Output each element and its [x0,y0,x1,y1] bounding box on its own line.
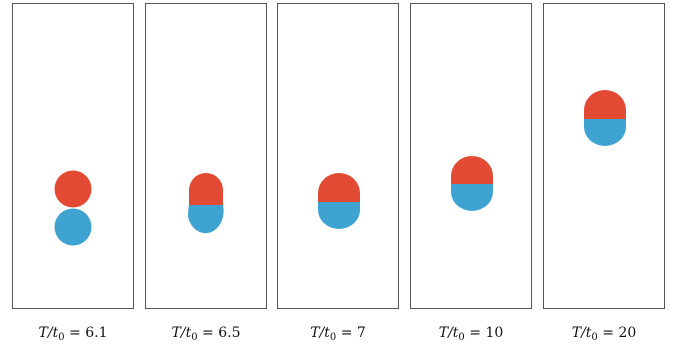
drops-panel-3 [318,173,360,229]
ratio-value: 6.5 [218,325,241,341]
upper-drop [318,173,360,202]
upper-drop [584,90,626,119]
panel-3 [277,3,399,309]
ratio-value: 7 [356,325,366,341]
caption-panel-2: T/t0 = 6.5 [171,325,241,343]
lower-drop [318,202,360,229]
drops-panel-5 [584,90,626,146]
ratio-label: T/t [171,325,192,341]
caption-panel-3: T/t0 = 7 [310,325,366,343]
panel-1 [12,3,134,309]
upper-drop [54,170,92,208]
lower-drop [54,208,92,246]
caption-panel-1: T/t0 = 6.1 [38,325,108,343]
panel-4 [410,3,532,309]
upper-drop [451,156,493,184]
ratio-value: 20 [618,325,637,341]
ratio-subscript: 0 [191,332,198,343]
lower-drop [188,205,224,234]
panel-5 [543,3,665,309]
ratio-value: 10 [485,325,504,341]
drops-panel-2 [188,173,224,234]
caption-panel-5: T/t0 = 20 [571,325,637,343]
drops-panel-4 [451,156,493,211]
caption-panel-4: T/t0 = 10 [438,325,504,343]
ratio-subscript: 0 [458,332,465,343]
ratio-label: T/t [571,325,592,341]
ratio-label: T/t [438,325,459,341]
ratio-value: 6.1 [85,325,108,341]
drops-panel-1 [54,170,92,246]
upper-drop [189,173,223,205]
ratio-subscript: 0 [58,332,65,343]
lower-drop [584,119,626,146]
ratio-label: T/t [38,325,59,341]
lower-drop [451,184,493,211]
ratio-subscript: 0 [591,332,598,343]
ratio-subscript: 0 [329,332,337,343]
ratio-label: T/t [310,325,330,341]
panel-2 [145,3,267,309]
